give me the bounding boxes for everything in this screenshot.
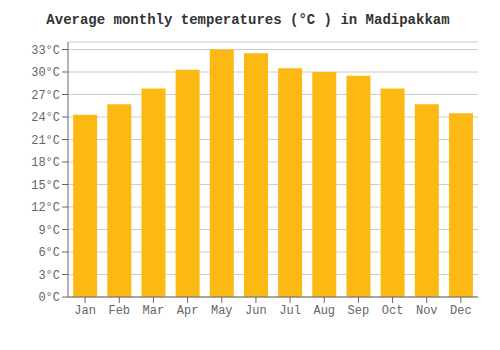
svg-text:Jun: Jun — [245, 304, 267, 318]
svg-text:9°C: 9°C — [38, 224, 60, 238]
svg-text:6°C: 6°C — [38, 246, 60, 260]
svg-text:Jan: Jan — [74, 304, 96, 318]
svg-text:33°C: 33°C — [31, 44, 60, 58]
html-text:Average monthly temperatures (: Average monthly temperatures (°C ) in Ma… — [46, 12, 450, 28]
svg-text:Jul: Jul — [279, 304, 301, 318]
svg-text:Aug: Aug — [313, 304, 335, 318]
svg-text:24°C: 24°C — [31, 111, 60, 125]
svg-text:Apr: Apr — [177, 304, 199, 318]
svg-text:27°C: 27°C — [31, 89, 60, 103]
svg-text:Nov: Nov — [416, 304, 438, 318]
svg-text:Sep: Sep — [348, 304, 370, 318]
svg-text:Oct: Oct — [382, 304, 404, 318]
svg-text:12°C: 12°C — [31, 201, 60, 215]
svg-text:Mar: Mar — [143, 304, 165, 318]
svg-text:Dec: Dec — [450, 304, 472, 318]
svg-text:Feb: Feb — [108, 304, 130, 318]
svg-text:0°C: 0°C — [38, 291, 60, 305]
svg-text:3°C: 3°C — [38, 269, 60, 283]
svg-text:15°C: 15°C — [31, 179, 60, 193]
svg-text:May: May — [211, 304, 233, 318]
svg-text:30°C: 30°C — [31, 66, 60, 80]
svg-text:21°C: 21°C — [31, 134, 60, 148]
svg-text:18°C: 18°C — [31, 156, 60, 170]
